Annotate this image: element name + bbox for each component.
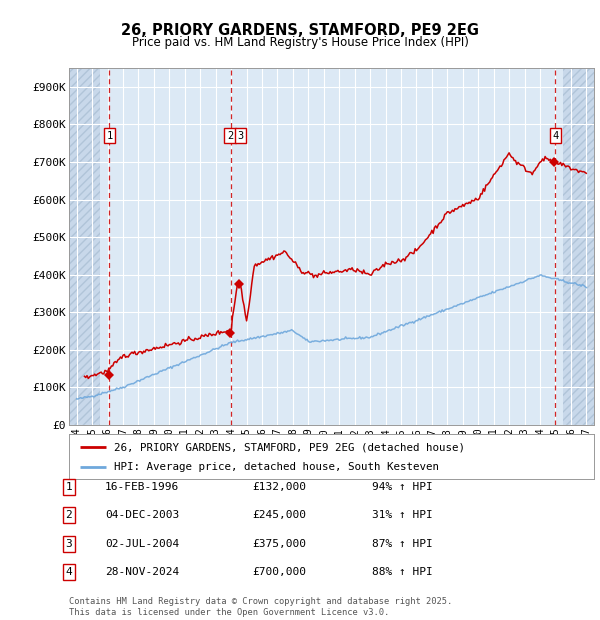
Bar [563,68,594,425]
Text: 1: 1 [65,482,73,492]
Text: 94% ↑ HPI: 94% ↑ HPI [372,482,433,492]
Text: 2: 2 [65,510,73,520]
Text: 28-NOV-2024: 28-NOV-2024 [105,567,179,577]
Text: 16-FEB-1996: 16-FEB-1996 [105,482,179,492]
Text: 3: 3 [65,539,73,549]
Text: £375,000: £375,000 [252,539,306,549]
Text: 26, PRIORY GARDENS, STAMFORD, PE9 2EG (detached house): 26, PRIORY GARDENS, STAMFORD, PE9 2EG (d… [113,443,464,453]
Text: Price paid vs. HM Land Registry's House Price Index (HPI): Price paid vs. HM Land Registry's House … [131,36,469,49]
Text: £700,000: £700,000 [252,567,306,577]
Text: 87% ↑ HPI: 87% ↑ HPI [372,539,433,549]
Text: 4: 4 [65,567,73,577]
Text: 3: 3 [237,131,244,141]
Text: 26, PRIORY GARDENS, STAMFORD, PE9 2EG: 26, PRIORY GARDENS, STAMFORD, PE9 2EG [121,23,479,38]
Text: 1: 1 [106,131,113,141]
Text: 88% ↑ HPI: 88% ↑ HPI [372,567,433,577]
Text: HPI: Average price, detached house, South Kesteven: HPI: Average price, detached house, Sout… [113,463,439,472]
Bar [69,68,100,425]
Text: 31% ↑ HPI: 31% ↑ HPI [372,510,433,520]
Text: £132,000: £132,000 [252,482,306,492]
Text: 2: 2 [227,131,233,141]
Text: 4: 4 [552,131,559,141]
Text: 04-DEC-2003: 04-DEC-2003 [105,510,179,520]
Text: £245,000: £245,000 [252,510,306,520]
Text: 02-JUL-2004: 02-JUL-2004 [105,539,179,549]
Text: Contains HM Land Registry data © Crown copyright and database right 2025.
This d: Contains HM Land Registry data © Crown c… [69,598,452,617]
